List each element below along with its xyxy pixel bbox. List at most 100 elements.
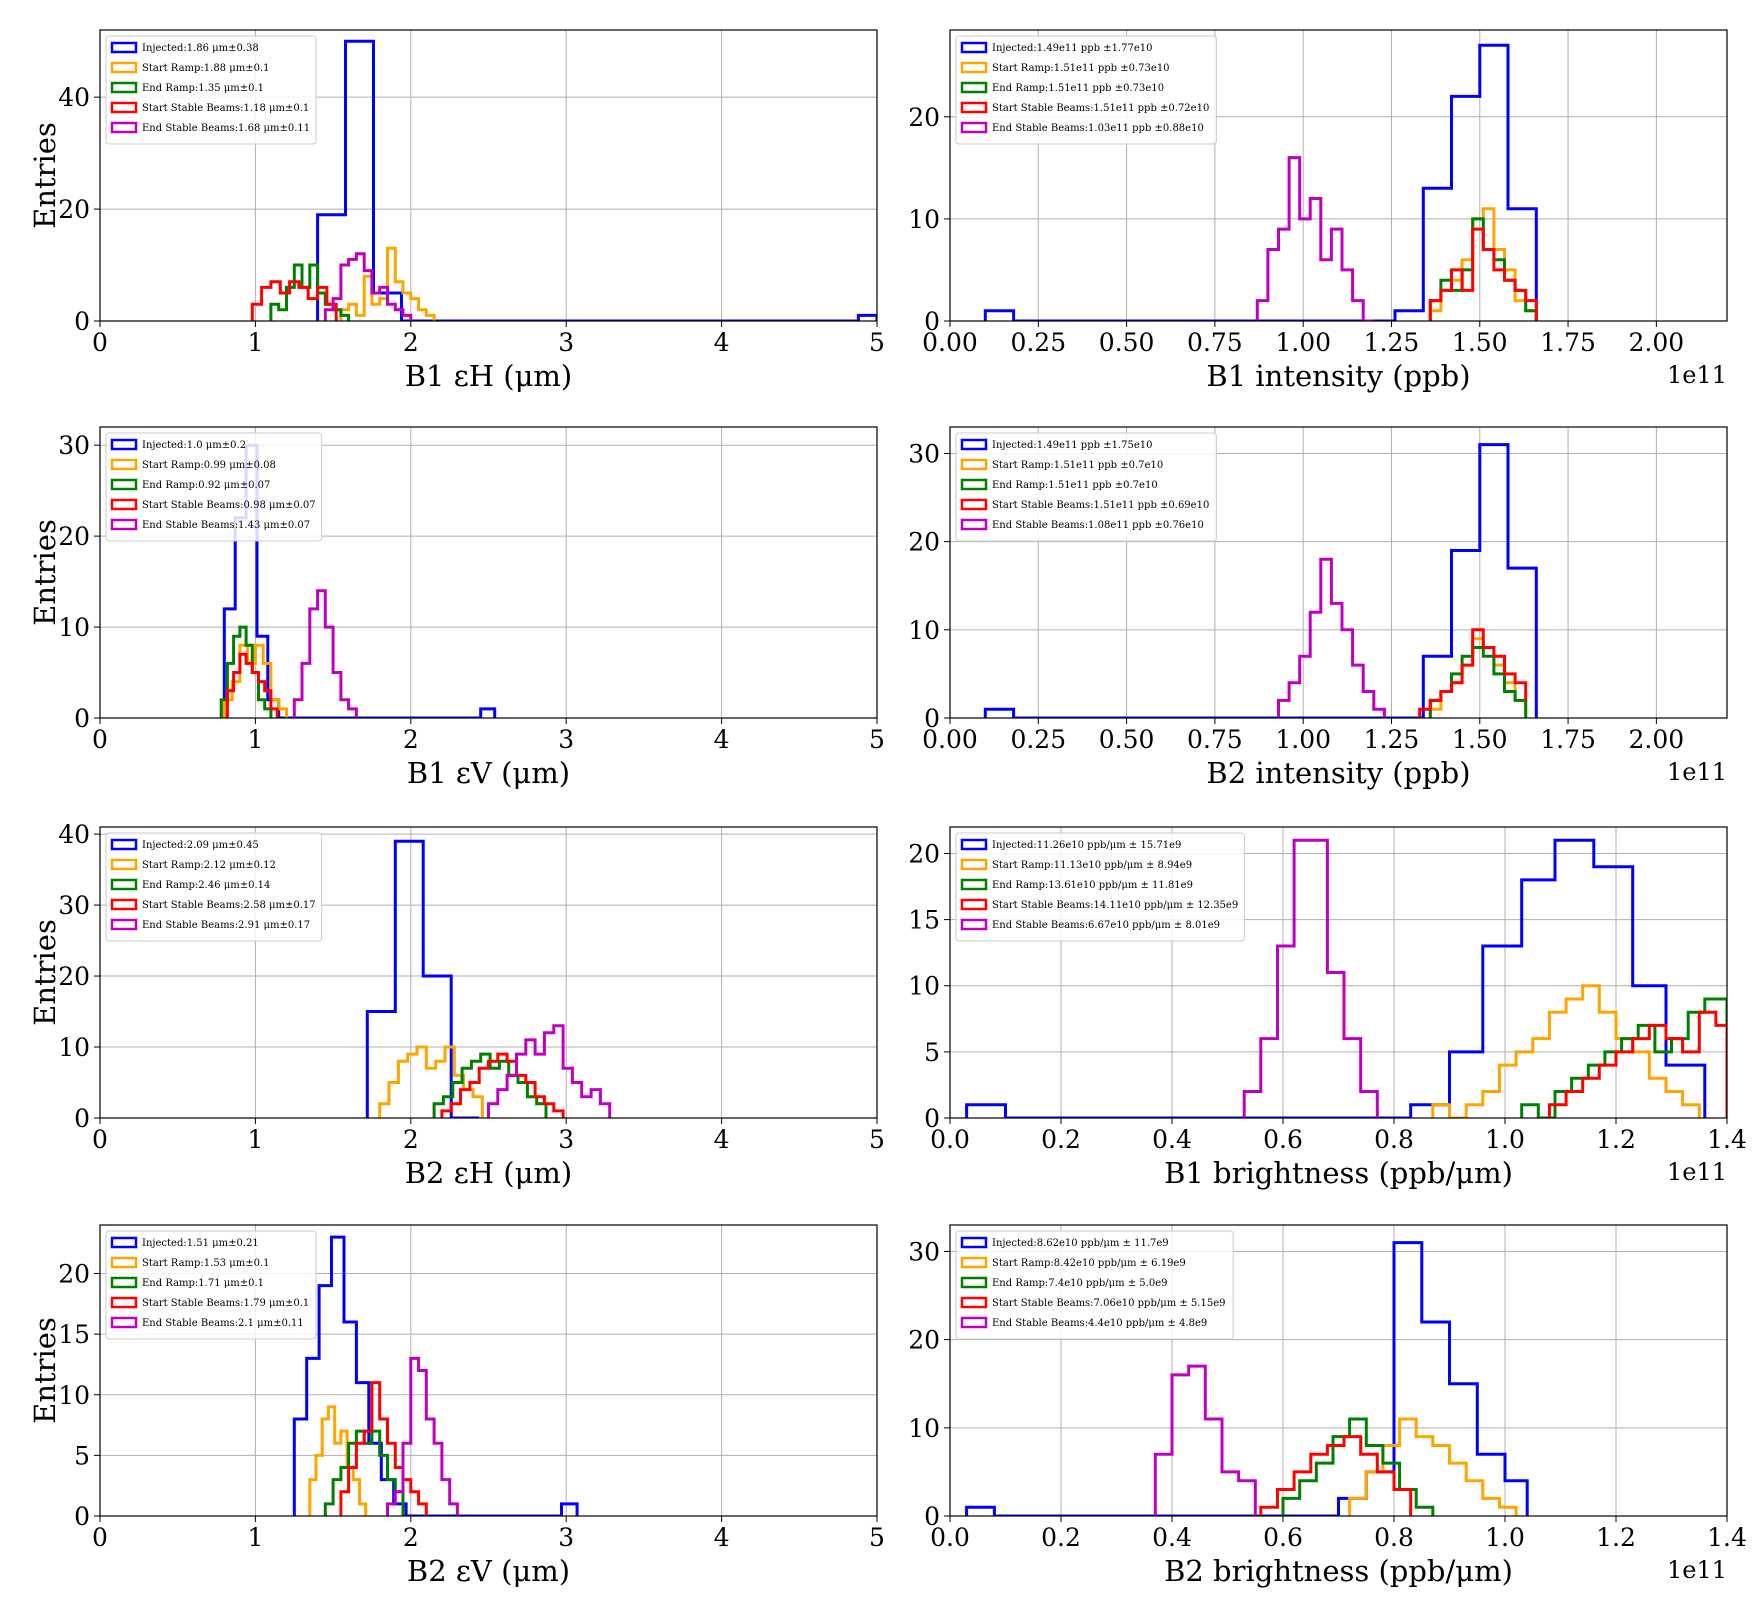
x-tick-label: 4 xyxy=(714,1523,730,1552)
legend-entry: End Ramp:7.4e10 ppb/μm ± 5.0e9 xyxy=(992,1278,1168,1289)
legend-box xyxy=(105,35,317,145)
x-tick-label: 5 xyxy=(869,1125,885,1154)
legend-swatch xyxy=(110,1256,138,1269)
legend-swatch xyxy=(960,41,988,54)
legend-entry: Start Ramp:1.51e11 ppb ±0.73e10 xyxy=(992,63,1170,74)
histogram-series-2 xyxy=(1348,1417,1518,1516)
legend-swatch xyxy=(960,918,988,931)
x-tick-label: 0.0 xyxy=(930,1125,970,1154)
legend-swatch xyxy=(960,1276,988,1289)
axes-frame xyxy=(949,29,1728,322)
y-tick-label: 20 xyxy=(58,962,90,991)
y-tick-label: 30 xyxy=(58,891,90,920)
legend-entry: End Stable Beams:4.4e10 ppb/μm ± 4.8e9 xyxy=(992,1318,1207,1329)
histogram-series-1 xyxy=(983,43,1538,321)
y-tick-label: 10 xyxy=(908,616,940,645)
x-tick-label: 0 xyxy=(92,1125,108,1154)
x-axis-label: B1 εV (μm) xyxy=(407,756,570,790)
y-tick-label: 10 xyxy=(58,1033,90,1062)
x-tick-label: 2 xyxy=(403,1523,419,1552)
x-tick-label: 0.6 xyxy=(1263,1125,1303,1154)
x-tick-label: 1.4 xyxy=(1707,1125,1747,1154)
x-tick-label: 1.00 xyxy=(1275,725,1331,754)
y-tick-label: 0 xyxy=(924,1502,940,1531)
x-tick-label: 5 xyxy=(869,725,885,754)
legend: Injected:1.49e11 ppb ±1.77e10 Start Ramp:… xyxy=(955,35,1217,145)
y-tick-label: 20 xyxy=(908,103,940,132)
legend-entry: Injected:11.26e10 ppb/μm ± 15.71e9 xyxy=(992,840,1181,851)
axes-frame xyxy=(99,29,878,322)
legend-entry: End Stable Beams:1.08e11 ppb ±0.76e10 xyxy=(992,520,1204,531)
legend-entry: Injected:1.49e11 ppb ±1.75e10 xyxy=(992,440,1152,451)
y-tick-label: 0 xyxy=(74,704,90,733)
x-tick-label: 0.6 xyxy=(1263,1523,1303,1552)
histogram-series-2 xyxy=(1428,637,1528,718)
x-tick-label: 0.50 xyxy=(1099,725,1155,754)
x-tick-label: 4 xyxy=(714,328,730,357)
legend-swatch xyxy=(110,1316,138,1329)
x-tick-label: 4 xyxy=(714,1125,730,1154)
histogram-series-2 xyxy=(1431,984,1701,1118)
legend-entry: Injected:1.49e11 ppb ±1.77e10 xyxy=(992,43,1152,54)
histogram-series-2 xyxy=(378,1045,484,1118)
x-offset-label: 1e11 xyxy=(1667,1158,1727,1186)
histogram-panel-7: 0 1 2 3 4 5 0 5 10 15 20 Injected:1.51 μm±0.21 Start… xyxy=(28,1224,885,1588)
legend: Injected:11.26e10 ppb/μm ± 15.71e9 Start … xyxy=(955,832,1245,942)
legend-entry: Injected:1.0 μm±0.2 xyxy=(142,440,246,451)
legend-entry: End Ramp:0.92 μm±0.07 xyxy=(142,480,270,491)
histogram-series-4 xyxy=(440,1052,565,1118)
legend-entry: Start Ramp:11.13e10 ppb/μm ± 8.94e9 xyxy=(992,860,1192,871)
x-tick-label: 1 xyxy=(247,725,263,754)
histogram-series-3 xyxy=(219,625,273,718)
histogram-series-4 xyxy=(1547,1010,1727,1118)
y-tick-label: 5 xyxy=(924,1038,940,1067)
legend-entry: Start Stable Beams:1.18 μm±0.1 xyxy=(142,103,309,114)
legend-box xyxy=(955,432,1217,542)
legend-swatch xyxy=(960,458,988,471)
x-tick-label: 2 xyxy=(403,1125,419,1154)
y-axis-label: Entries xyxy=(28,919,62,1026)
x-tick-label: 0.00 xyxy=(922,725,978,754)
legend-entry: Start Stable Beams:7.06e10 ppb/μm ± 5.15… xyxy=(992,1298,1225,1309)
x-axis-label: B2 εV (μm) xyxy=(407,1554,570,1588)
histogram-series-1 xyxy=(965,1241,1529,1516)
y-tick-label: 20 xyxy=(58,522,90,551)
legend-swatch xyxy=(960,1256,988,1269)
axes-frame xyxy=(99,826,878,1119)
legend: Injected:1.86 μm±0.38 Start Ramp:1.88 μm±… xyxy=(105,35,317,145)
histogram-panel-5: 0 1 2 3 4 5 0 10 20 30 40 Injected:2.09 μm±0.45 Star… xyxy=(28,820,885,1190)
legend-swatch xyxy=(110,518,138,531)
x-tick-label: 1.75 xyxy=(1540,725,1596,754)
x-tick-label: 1.50 xyxy=(1452,328,1508,357)
y-axis-label: Entries xyxy=(28,519,62,626)
y-tick-label: 0 xyxy=(924,307,940,336)
x-tick-label: 1.2 xyxy=(1596,1523,1636,1552)
histogram-panel-1: 0 1 2 3 4 5 0 20 40 Injected:1.86 μm±0.38 Start Ra… xyxy=(28,29,885,393)
x-tick-label: 1.0 xyxy=(1485,1523,1525,1552)
y-axis-label: Entries xyxy=(28,122,62,229)
y-tick-label: 30 xyxy=(908,1237,940,1266)
histogram-series-4 xyxy=(1428,227,1538,321)
x-tick-label: 2 xyxy=(403,328,419,357)
histogram-series-5 xyxy=(1242,838,1379,1118)
y-tick-label: 10 xyxy=(908,205,940,234)
legend-entry: Start Stable Beams:1.51e11 ppb ±0.69e10 xyxy=(992,500,1209,511)
x-axis-label: B2 εH (μm) xyxy=(405,1156,573,1190)
x-tick-label: 0 xyxy=(92,1523,108,1552)
x-tick-label: 0.4 xyxy=(1152,1523,1192,1552)
histogram-series-5 xyxy=(1277,557,1386,718)
legend-swatch xyxy=(960,838,988,851)
x-tick-label: 2.00 xyxy=(1629,328,1685,357)
y-tick-label: 40 xyxy=(58,820,90,849)
legend-swatch xyxy=(960,438,988,451)
axes-frame xyxy=(949,826,1728,1119)
histogram-series-3 xyxy=(1520,997,1727,1118)
x-axis-label: B2 intensity (ppb) xyxy=(1206,756,1470,790)
legend-entry: End Stable Beams:1.03e11 ppb ±0.88e10 xyxy=(992,123,1204,134)
legend: Injected:1.0 μm±0.2 Start Ramp:0.99 μm±0.… xyxy=(105,432,323,542)
histogram-panel-3: 0 1 2 3 4 5 0 10 20 30 Injected:1.0 μm±0.2 Start Ra… xyxy=(28,426,885,790)
legend-swatch xyxy=(110,918,138,931)
x-tick-label: 0.8 xyxy=(1374,1523,1414,1552)
legend-entry: Injected:2.09 μm±0.45 xyxy=(142,840,259,851)
axes-frame xyxy=(99,1224,878,1517)
